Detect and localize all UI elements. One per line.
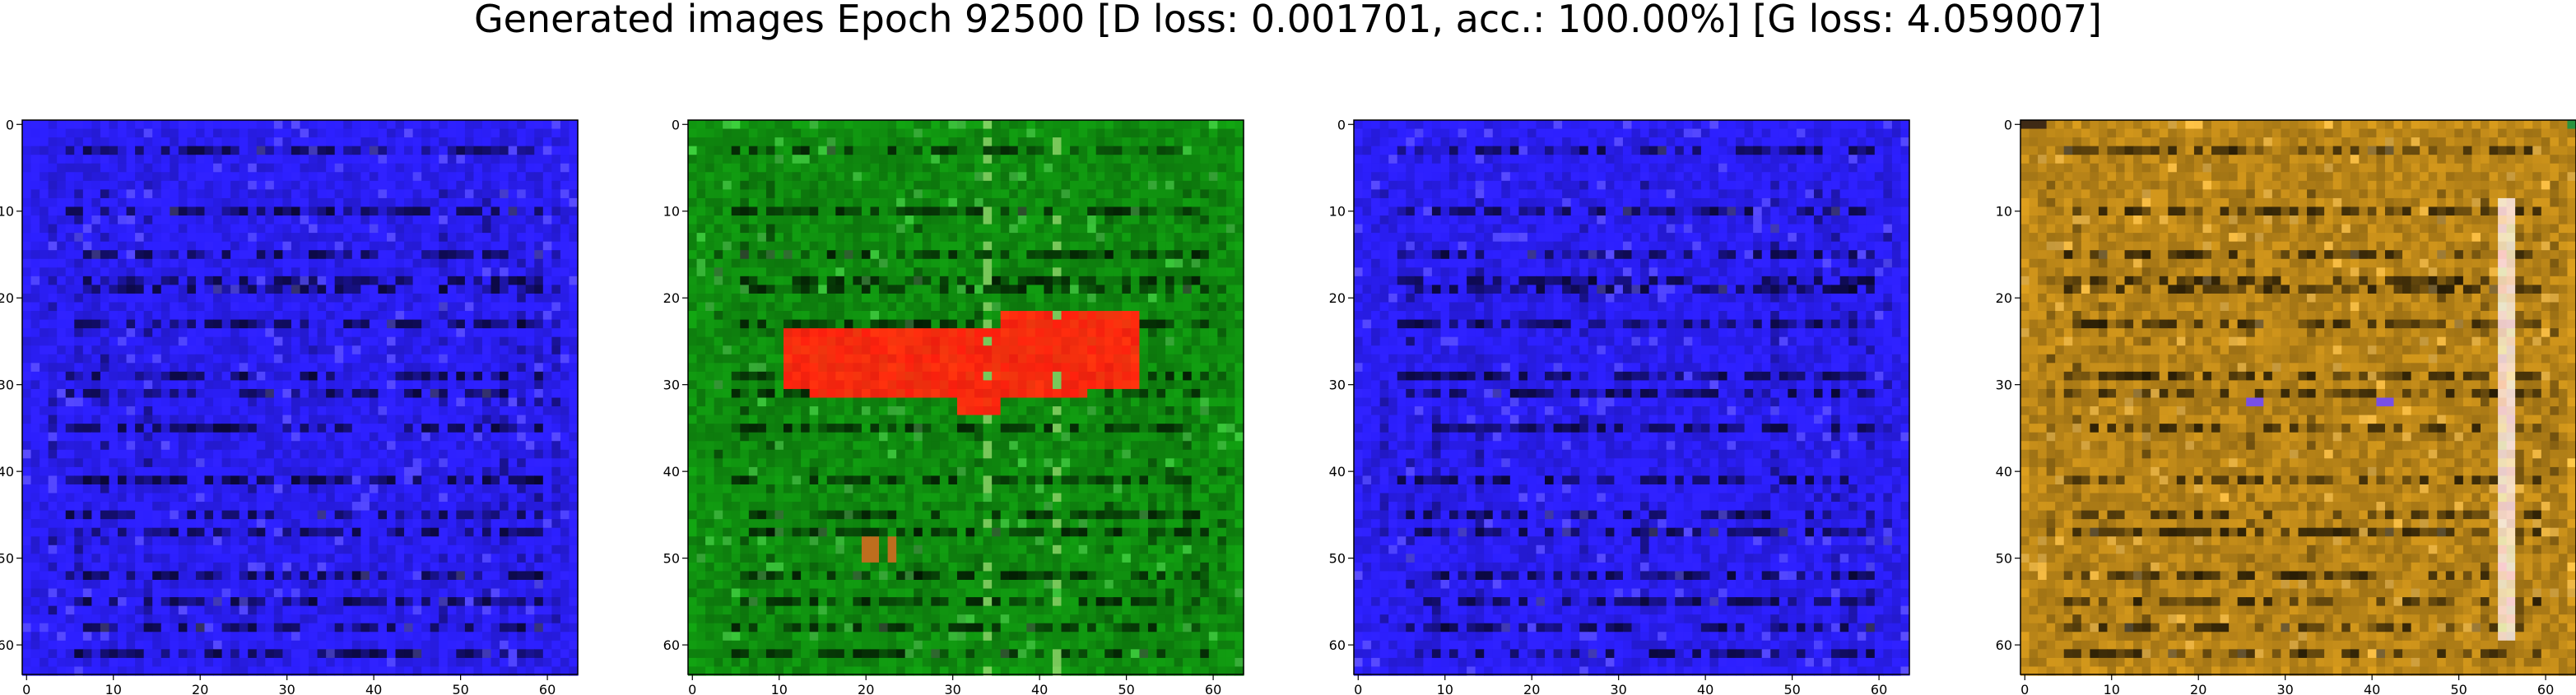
x-tick-label: 60 — [2537, 682, 2554, 695]
x-tick-label: 0 — [688, 682, 696, 695]
x-tick-label: 0 — [2020, 682, 2029, 695]
y-tick-label: 20 — [1329, 290, 1346, 306]
y-tick-label: 60 — [1996, 637, 2012, 653]
x-tick-label: 20 — [858, 682, 874, 695]
y-tick-label: 20 — [1996, 290, 2012, 306]
y-tick-label: 10 — [0, 204, 14, 220]
x-tick-label: 40 — [2364, 682, 2380, 695]
y-tick-label: 60 — [1329, 637, 1346, 653]
x-tick-label: 20 — [1523, 682, 1540, 695]
y-tick-label: 10 — [1329, 204, 1346, 220]
x-tick-label: 60 — [539, 682, 556, 695]
y-tick-label: 0 — [672, 117, 680, 132]
image-panel-4: 0 10 20 30 40 50 60 0 10 20 30 40 50 60 — [1996, 117, 2576, 695]
x-tick-label: 0 — [22, 682, 30, 695]
y-tick-label: 20 — [663, 290, 680, 306]
y-tick-label: 40 — [1996, 464, 2012, 480]
x-tick-label: 30 — [2277, 682, 2294, 695]
y-tick-label: 40 — [663, 464, 680, 480]
image-panel-1: 0 10 20 30 40 50 60 0 10 20 30 40 50 60 — [0, 117, 579, 695]
y-tick-label: 50 — [1329, 551, 1346, 567]
x-tick-label: 10 — [1437, 682, 1453, 695]
x-tick-label: 30 — [279, 682, 295, 695]
x-tick-label: 60 — [1205, 682, 1221, 695]
y-tick-label: 30 — [1996, 378, 2012, 393]
x-tick-label: 40 — [1697, 682, 1713, 695]
x-tick-label: 10 — [2104, 682, 2120, 695]
x-tick-label: 40 — [1031, 682, 1048, 695]
y-tick-label: 50 — [0, 551, 14, 567]
y-tick-label: 30 — [663, 378, 680, 393]
y-tick-label: 30 — [1329, 378, 1346, 393]
x-tick-label: 40 — [365, 682, 382, 695]
y-tick-label: 40 — [1329, 464, 1346, 480]
x-tick-label: 50 — [452, 682, 468, 695]
x-tick-label: 50 — [1118, 682, 1134, 695]
y-tick-label: 60 — [0, 637, 14, 653]
y-tick-label: 0 — [1337, 117, 1346, 132]
image-panel-2: 0 10 20 30 40 50 60 0 10 20 30 40 50 60 — [663, 117, 1244, 695]
x-tick-label: 60 — [1871, 682, 1887, 695]
x-tick-label: 20 — [192, 682, 208, 695]
y-tick-label: 50 — [663, 551, 680, 567]
image-panel-3: 0 10 20 30 40 50 60 0 10 20 30 40 50 60 — [1329, 117, 1910, 695]
y-tick-label: 60 — [663, 637, 680, 653]
y-tick-label: 20 — [0, 290, 14, 306]
x-tick-label: 30 — [945, 682, 961, 695]
y-tick-label: 50 — [1996, 551, 2012, 567]
y-tick-label: 10 — [663, 204, 680, 220]
y-tick-label: 30 — [0, 378, 14, 393]
x-tick-label: 50 — [2450, 682, 2467, 695]
y-tick-label: 0 — [6, 117, 14, 132]
x-tick-label: 0 — [1354, 682, 1362, 695]
x-tick-label: 20 — [2190, 682, 2206, 695]
y-tick-label: 40 — [0, 464, 14, 480]
x-tick-label: 30 — [1611, 682, 1627, 695]
x-tick-label: 50 — [1783, 682, 1800, 695]
x-tick-label: 10 — [771, 682, 788, 695]
x-tick-label: 10 — [105, 682, 122, 695]
y-tick-label: 10 — [1996, 204, 2012, 220]
y-tick-label: 0 — [2004, 117, 2012, 132]
